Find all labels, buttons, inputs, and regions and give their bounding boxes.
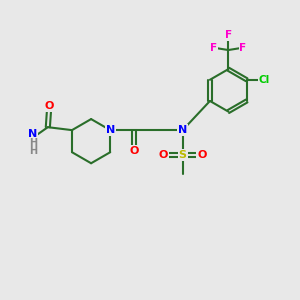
Text: Cl: Cl [259, 75, 270, 85]
Text: F: F [225, 30, 232, 40]
Text: H: H [29, 138, 37, 148]
Text: F: F [239, 43, 247, 53]
Text: N: N [106, 125, 115, 135]
Text: F: F [210, 43, 217, 53]
Text: O: O [159, 150, 168, 160]
Text: O: O [130, 146, 139, 156]
Text: O: O [197, 150, 206, 160]
Text: N: N [28, 129, 38, 139]
Text: S: S [179, 150, 187, 160]
Text: O: O [45, 101, 54, 111]
Text: H: H [29, 146, 37, 156]
Text: N: N [178, 125, 187, 135]
